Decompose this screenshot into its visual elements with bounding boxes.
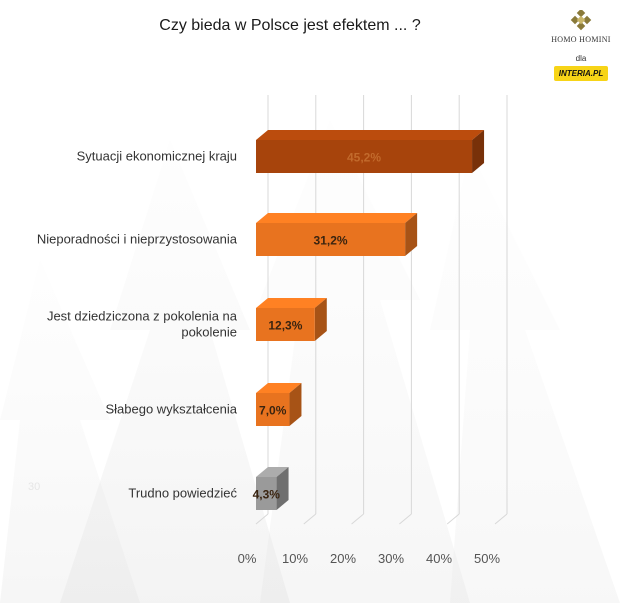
- bar-top-face: [256, 213, 418, 223]
- gridline-floor: [446, 513, 460, 525]
- category-label: Słabego wykształcenia: [105, 402, 237, 417]
- x-tick-label: 30%: [378, 551, 404, 566]
- gridline-floor: [303, 513, 317, 525]
- bar-side-face: [314, 298, 327, 341]
- category-label: Jest dziedziczona z pokolenia na: [47, 309, 238, 324]
- bar: [256, 308, 315, 341]
- gridline-floor: [351, 513, 364, 525]
- bar-value-label: 4,3%: [253, 488, 281, 502]
- bar: [256, 393, 290, 426]
- logo-dla: dla: [575, 54, 587, 63]
- category-label: Trudno powiedzieć: [128, 486, 237, 501]
- bar-side-face: [289, 383, 302, 426]
- bar: [256, 140, 473, 173]
- x-tick-label: 0%: [238, 551, 257, 566]
- stray-mark: 30: [28, 481, 40, 493]
- bar: [256, 223, 406, 256]
- bar-side-face: [276, 467, 289, 510]
- chart-title: Czy bieda w Polsce jest efektem ... ?: [159, 17, 421, 34]
- bar-value-label: 45,2%: [347, 151, 381, 165]
- gridline-floor: [255, 513, 269, 525]
- bar-side-face: [405, 213, 418, 256]
- category-label: pokolenie: [181, 325, 237, 340]
- brand-logos: Homo Homini dla INTERIA.PL: [551, 10, 611, 81]
- bar-value-label: 31,2%: [314, 234, 348, 248]
- bar-top-face: [256, 298, 327, 308]
- x-tick-label: 40%: [426, 551, 452, 566]
- x-tick-label: 10%: [282, 551, 308, 566]
- bar-side-face: [472, 130, 485, 173]
- bar: [256, 477, 277, 510]
- bar-top-face: [256, 467, 289, 477]
- bar-top-face: [256, 130, 485, 140]
- homo-homini-logo-icon: [570, 10, 592, 31]
- x-tick-label: 20%: [330, 551, 356, 566]
- category-label: Nieporadności i nieprzystosowania: [37, 232, 238, 247]
- x-tick-label: 50%: [474, 551, 500, 566]
- bar-value-label: 12,3%: [268, 319, 302, 333]
- gridline-floor: [399, 513, 412, 525]
- bar-top-face: [256, 383, 302, 393]
- category-label: Sytuacji ekonomicznej kraju: [77, 149, 237, 164]
- bar-value-label: 7,0%: [259, 404, 287, 418]
- interia-logo: INTERIA.PL: [554, 66, 608, 81]
- logo-name: Homo Homini: [551, 35, 611, 44]
- gridline-floor: [494, 513, 508, 525]
